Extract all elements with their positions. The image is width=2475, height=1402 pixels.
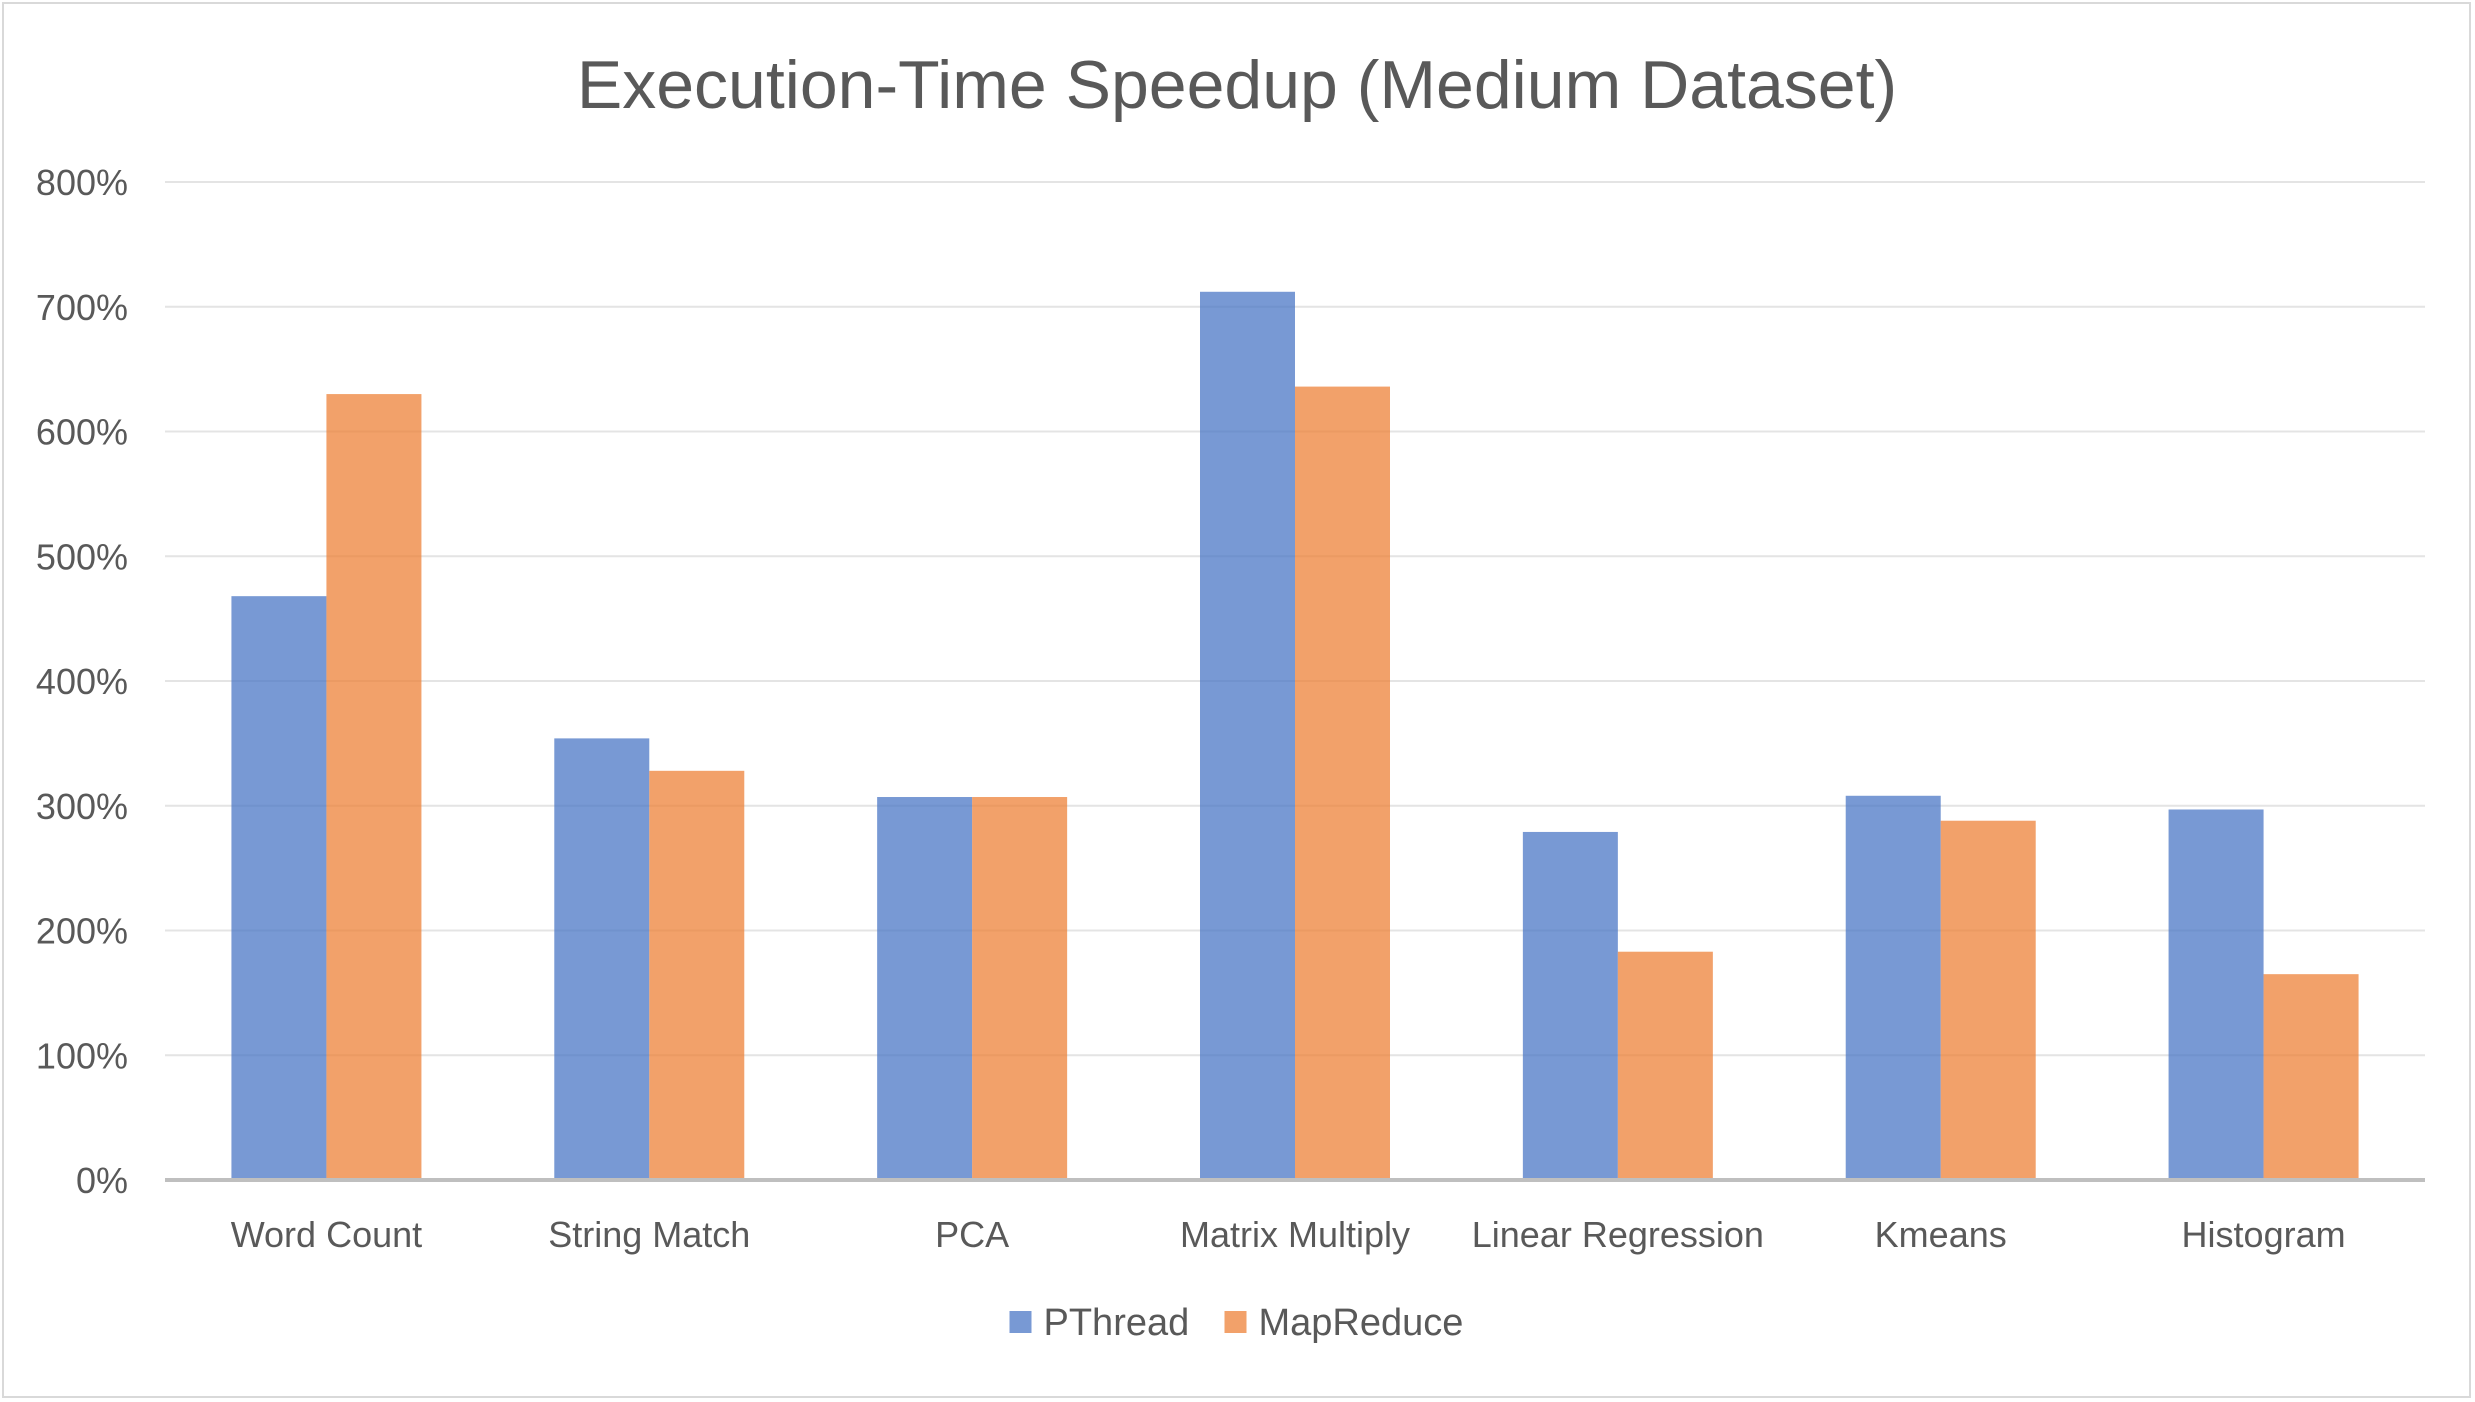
bar-mapreduce-linear-regression <box>1617 951 1713 1180</box>
y-tick-label: 600% <box>36 412 128 453</box>
bar-pthread-pca <box>877 797 973 1180</box>
y-tick-label: 500% <box>36 536 128 577</box>
x-tick-label: Linear Regression <box>1472 1214 1764 1255</box>
x-tick-label: Matrix Multiply <box>1180 1214 1410 1255</box>
y-tick-label: 0% <box>76 1160 128 1201</box>
y-tick-label: 700% <box>36 287 128 328</box>
bar-pthread-word-count <box>231 596 327 1180</box>
bar-pthread-string-match <box>554 738 650 1180</box>
bar-mapreduce-string-match <box>649 770 745 1180</box>
bar-mapreduce-histogram <box>2263 974 2359 1180</box>
bar-mapreduce-matrix-multiply <box>1295 386 1390 1181</box>
y-tick-label: 800% <box>36 162 128 203</box>
axes: 0% 100% 200% 300% 400% 500% 600% 700% 800% Word C… <box>36 162 2425 1255</box>
legend: PThread MapReduce <box>1009 1302 1464 1344</box>
y-tick-label: 200% <box>36 911 128 952</box>
x-tick-label: PCA <box>935 1214 1009 1255</box>
chart-title: Execution-Time Speedup (Medium Dataset) <box>577 47 1897 123</box>
x-tick-label: Word Count <box>231 1214 422 1255</box>
bar-pthread-linear-regression <box>1522 831 1618 1180</box>
bar-pthread-histogram <box>2168 809 2264 1180</box>
y-tick-label: 300% <box>36 786 128 827</box>
bar-mapreduce-word-count <box>326 394 422 1180</box>
bar-mapreduce-pca <box>972 797 1068 1180</box>
y-tick-label: 400% <box>36 661 128 702</box>
legend-swatch-pthread <box>1009 1311 1032 1333</box>
y-tick-label: 100% <box>36 1035 128 1076</box>
x-tick-label: Histogram <box>2182 1214 2346 1255</box>
bars <box>231 291 2359 1181</box>
x-tick-label: String Match <box>548 1214 750 1255</box>
legend-swatch-mapreduce <box>1224 1311 1247 1333</box>
legend-label-mapreduce: MapReduce <box>1259 1302 1464 1344</box>
bar-pthread-kmeans <box>1845 795 1941 1180</box>
bar-mapreduce-kmeans <box>1940 820 2036 1180</box>
legend-label-pthread: PThread <box>1044 1302 1190 1344</box>
bar-pthread-matrix-multiply <box>1200 291 1295 1180</box>
x-tick-label: Kmeans <box>1875 1214 2007 1255</box>
